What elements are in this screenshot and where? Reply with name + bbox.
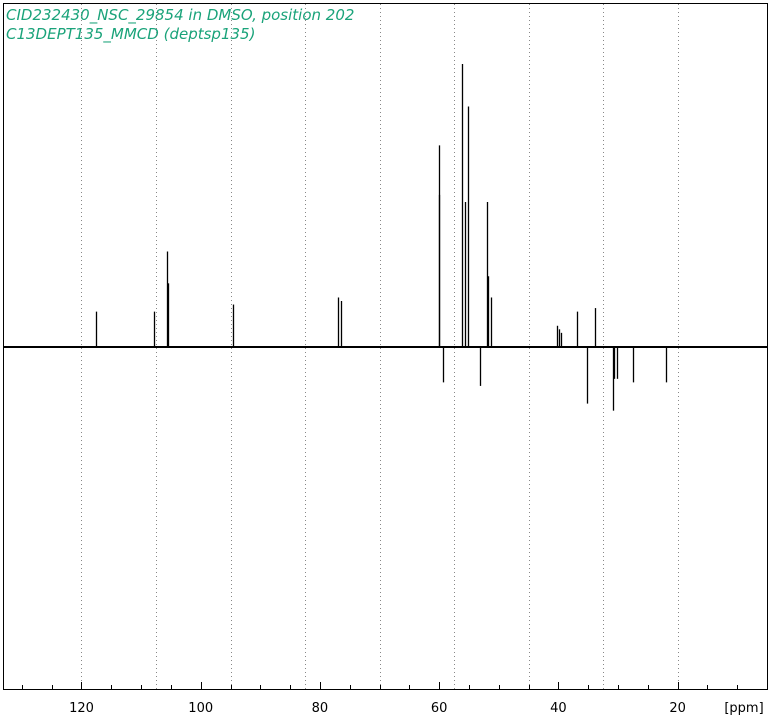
x-tick-label: 120: [69, 701, 94, 716]
x-tick-label: 40: [550, 701, 567, 716]
x-tick-label: 60: [431, 701, 448, 716]
x-axis-unit-label: [ppm]: [724, 701, 763, 716]
x-tick-label: 80: [312, 701, 329, 716]
spectrum-subtitle: C13DEPT135_MMCD (deptsp135): [6, 25, 256, 43]
x-tick-label: 100: [188, 701, 213, 716]
spectrum-title: CID232430_NSC_29854 in DMSO, position 20…: [6, 6, 355, 24]
x-tick-label: 20: [669, 701, 686, 716]
peak-layer: [95, 64, 668, 411]
x-axis: 120 100 80 60 40 20 [ppm]: [22, 682, 764, 716]
